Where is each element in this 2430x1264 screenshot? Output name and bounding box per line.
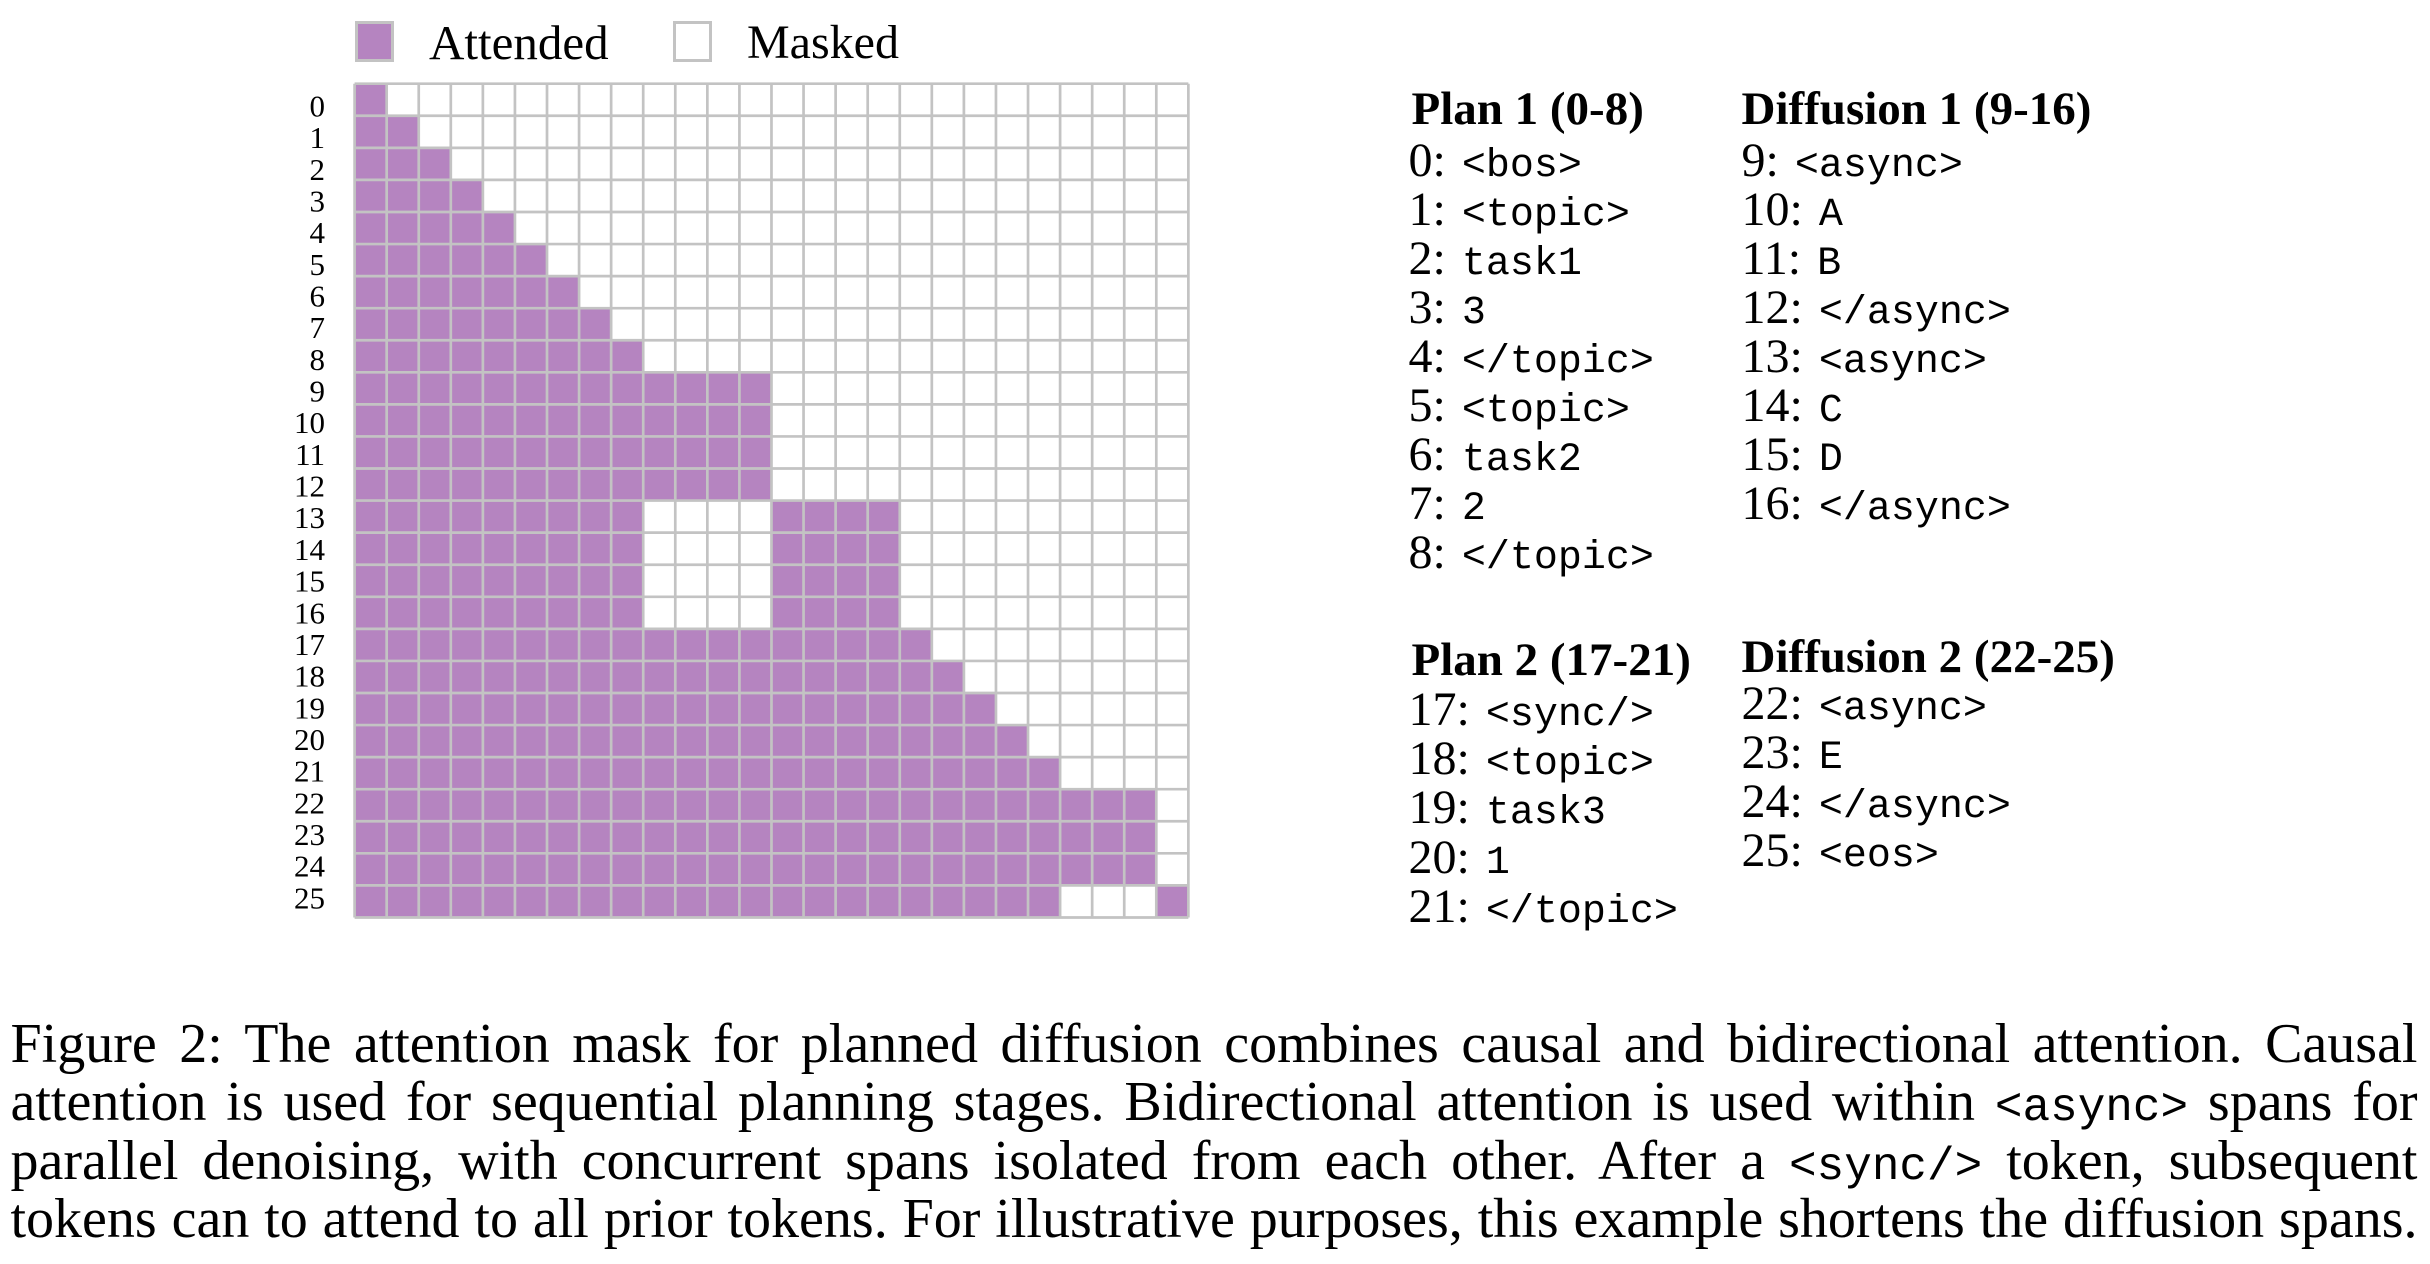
svg-text:25: 25	[294, 880, 325, 915]
svg-text:16: 16	[294, 595, 325, 630]
svg-text:18: 18	[294, 659, 325, 694]
svg-text:2: 2	[310, 152, 326, 187]
svg-text:14: 14	[294, 532, 326, 567]
svg-text:20: 20	[294, 722, 325, 757]
svg-text:3: 3	[310, 183, 326, 218]
svg-text:0: 0	[310, 88, 326, 123]
svg-text:15: 15	[294, 564, 325, 599]
svg-text:21: 21	[294, 754, 325, 789]
svg-text:12: 12	[294, 469, 325, 504]
svg-text:7: 7	[310, 310, 326, 345]
svg-text:5: 5	[310, 247, 326, 282]
svg-text:6: 6	[310, 278, 326, 313]
svg-text:24: 24	[294, 849, 326, 884]
svg-text:22: 22	[294, 785, 325, 820]
svg-text:9: 9	[310, 374, 326, 409]
svg-text:11: 11	[295, 437, 325, 472]
svg-text:1: 1	[310, 120, 326, 155]
svg-text:23: 23	[294, 817, 325, 852]
svg-text:8: 8	[310, 342, 326, 377]
svg-text:17: 17	[294, 627, 325, 662]
svg-text:19: 19	[294, 690, 325, 725]
svg-text:10: 10	[294, 405, 325, 440]
svg-text:4: 4	[310, 215, 326, 250]
svg-text:13: 13	[294, 500, 325, 535]
